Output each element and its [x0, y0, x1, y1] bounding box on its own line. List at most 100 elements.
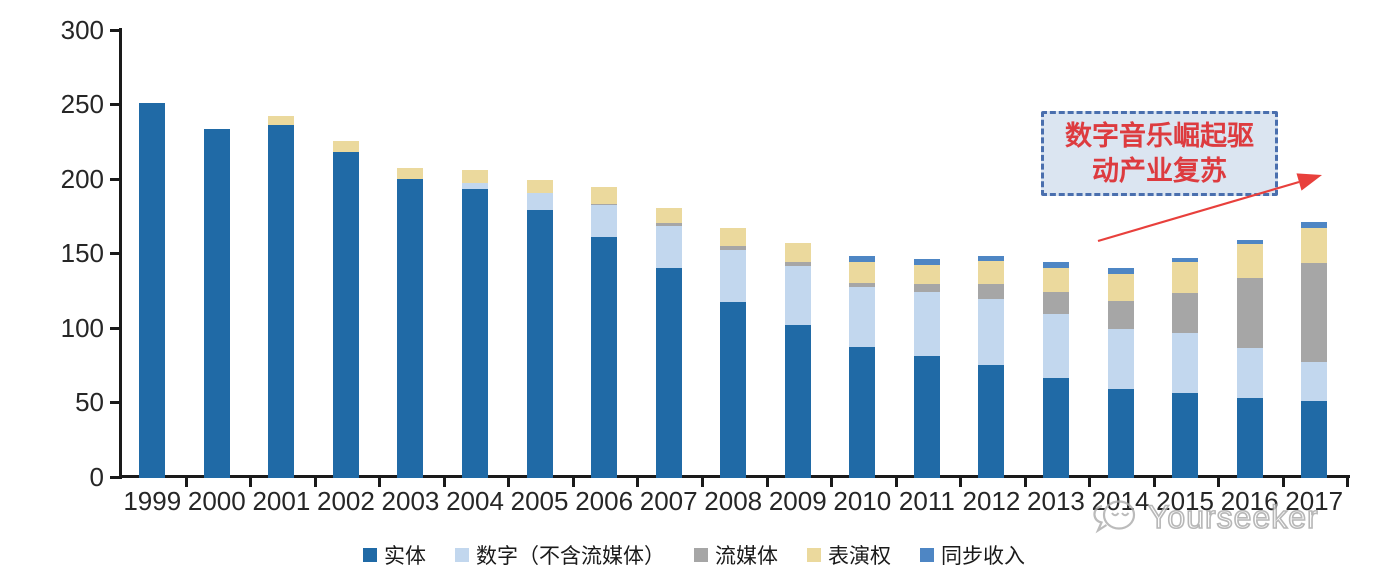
x-tick-label: 2013 — [1027, 486, 1085, 516]
x-tick — [1023, 478, 1027, 487]
bar-segment — [784, 266, 811, 325]
bar-segment — [591, 236, 618, 478]
legend-label: 流媒体 — [715, 544, 778, 568]
bar-segment — [720, 227, 747, 246]
legend-item: 表演权 — [807, 540, 891, 570]
y-tick-label: 200 — [60, 163, 104, 194]
bar-segment — [1172, 393, 1199, 478]
legend-swatch-icon — [694, 548, 708, 562]
annotation-line-2: 动产业复苏 — [1092, 155, 1227, 186]
y-tick — [110, 252, 120, 255]
y-tick-label: 250 — [60, 89, 104, 119]
bar-segment — [655, 208, 682, 224]
y-tick — [110, 326, 120, 330]
bar-segment — [849, 256, 876, 262]
bar-segment — [1107, 267, 1134, 274]
bar-segment — [1042, 261, 1069, 268]
bar-segment — [1236, 278, 1263, 349]
x-tick — [1217, 478, 1221, 487]
bar-segment — [591, 203, 618, 206]
legend-label: 数字（不含流媒体） — [476, 544, 665, 568]
bar-segment — [913, 284, 940, 292]
legend: 实体 数字（不含流媒体） 流媒体 表演权 同步收入 — [363, 540, 1025, 570]
bar-segment — [526, 209, 553, 478]
x-tick — [571, 478, 575, 487]
x-tick-label: 2011 — [898, 486, 955, 516]
bar-segment — [978, 260, 1005, 285]
bar-segment — [655, 267, 682, 478]
legend-swatch-icon — [363, 548, 377, 562]
y-tick — [110, 28, 120, 32]
x-tick-label: 2005 — [510, 486, 569, 516]
bar-segment — [591, 187, 618, 204]
bar-segment — [1301, 227, 1328, 264]
legend-item: 实体 — [363, 540, 426, 570]
x-tick-label: 2008 — [704, 486, 763, 516]
stacked-bar-2016 — [1236, 239, 1263, 478]
bar-segment — [720, 250, 747, 303]
x-tick — [765, 478, 769, 487]
x-tick — [507, 478, 511, 487]
x-tick-label: 2010 — [833, 486, 892, 516]
bar-segment — [1301, 400, 1328, 478]
bar-segment — [849, 282, 876, 288]
bar-segment — [978, 299, 1005, 365]
bar-segment — [1172, 257, 1199, 262]
x-tick-label: 2009 — [768, 486, 827, 516]
bar-segment — [203, 129, 230, 478]
x-tick — [959, 478, 963, 487]
bar-segment — [1301, 361, 1328, 401]
y-tick-label: 150 — [60, 238, 104, 268]
x-tick-label: 2007 — [639, 486, 698, 516]
x-tick — [1281, 478, 1285, 487]
bar-segment — [978, 256, 1005, 261]
annotation-line-1: 数字音乐崛起驱 — [1065, 120, 1254, 151]
legend-label: 同步收入 — [941, 544, 1025, 568]
bar-segment — [1107, 388, 1134, 478]
stacked-bar-2011 — [913, 259, 940, 478]
x-tick — [700, 478, 704, 487]
stacked-bar-2008 — [720, 227, 747, 478]
bar-segment — [1107, 300, 1134, 330]
legend-item: 流媒体 — [694, 540, 778, 570]
bar-segment — [913, 355, 940, 478]
x-tick-label: 2003 — [381, 486, 440, 516]
watermark-logo-icon — [1093, 500, 1136, 534]
bar-segment — [397, 178, 424, 478]
stacked-bar-2013 — [1042, 261, 1069, 478]
stacked-bar-2001 — [268, 115, 295, 478]
bar-segment — [1236, 244, 1263, 279]
legend-item: 数字（不含流媒体） — [455, 540, 665, 570]
x-tick — [830, 478, 834, 487]
stacked-bar-2009 — [784, 242, 811, 478]
stacked-bar-2002 — [332, 141, 359, 478]
x-tick — [378, 478, 382, 487]
bar-segment — [526, 180, 553, 194]
legend-label: 表演权 — [828, 544, 891, 568]
bar-segment — [1107, 273, 1134, 301]
bar-segment — [913, 291, 940, 356]
x-tick-label: 2001 — [252, 486, 311, 516]
bar-segment — [1301, 263, 1328, 362]
bar-segment — [913, 264, 940, 285]
y-tick — [110, 401, 120, 404]
bar-segment — [978, 364, 1005, 478]
bar-segment — [849, 346, 876, 478]
bar-segment — [784, 324, 811, 478]
stacked-bar-1999 — [139, 102, 166, 478]
bar-segment — [462, 183, 489, 189]
bar-segment — [526, 193, 553, 210]
x-tick-label: 2015 — [1156, 486, 1214, 516]
x-tick — [894, 478, 898, 487]
stacked-bar-2007 — [655, 208, 682, 478]
bar-segment — [784, 261, 811, 267]
bar-segment — [332, 141, 359, 152]
x-tick — [313, 478, 317, 487]
bar-segment — [462, 188, 489, 478]
stacked-bar-2006 — [591, 187, 618, 478]
legend-swatch-icon — [455, 548, 469, 562]
x-tick — [184, 478, 188, 487]
x-tick — [1346, 478, 1350, 487]
bar-segment — [1042, 267, 1069, 292]
